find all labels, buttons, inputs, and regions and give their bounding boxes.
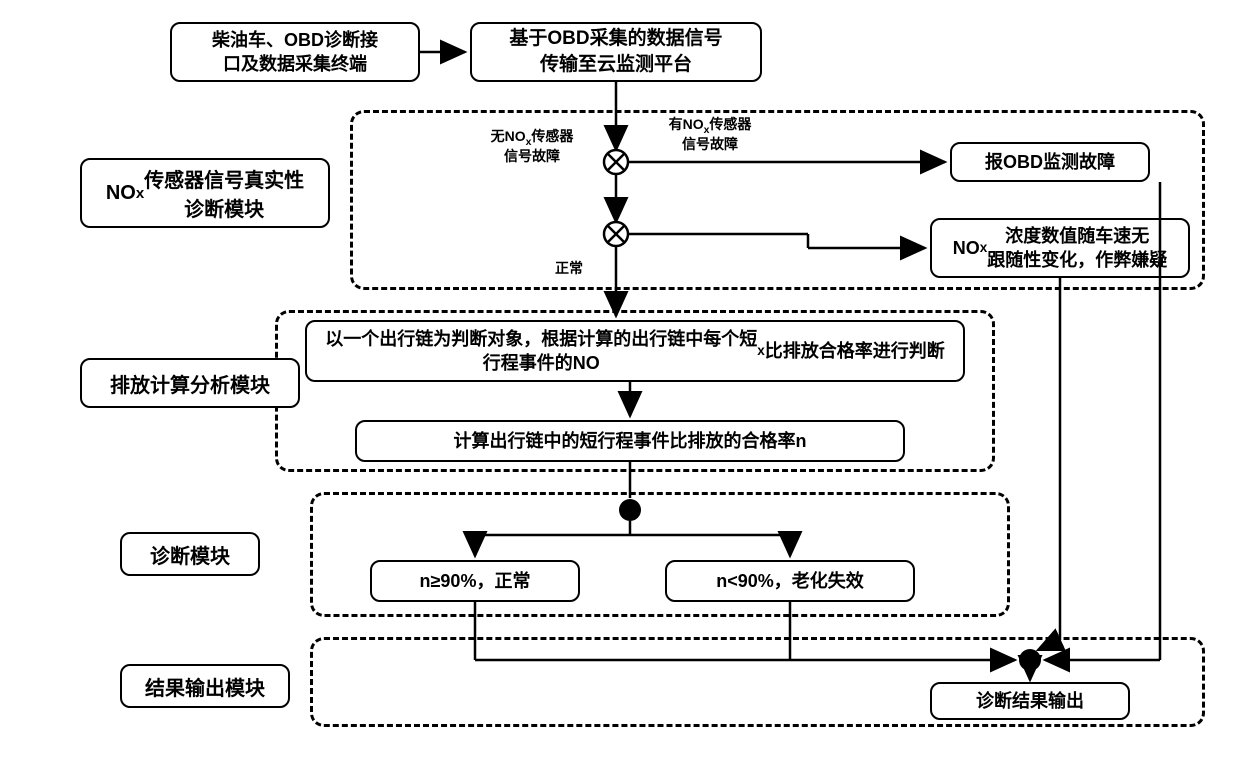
cloud-box: 基于OBD采集的数据信号传输至云监测平台 [470,22,762,82]
m2-step1: 以一个出行链为判断对象，根据计算的出行链中每个短行程事件的NOx比排放合格率进行… [305,320,965,382]
module3-label: 诊断模块 [120,532,260,576]
module1-label: NOx传感器信号真实性诊断模块 [80,158,330,228]
m3-pass: n≥90%，正常 [370,560,580,602]
m2-step2: 计算出行链中的短行程事件比排放的合格率n [355,420,905,462]
m3-fail: n<90%，老化失效 [665,560,915,602]
input-box: 柴油车、OBD诊断接口及数据采集终端 [170,22,420,82]
normal-text: 正常 [555,258,583,278]
cheat-box: NOx浓度数值随车速无跟随性变化，作弊嫌疑 [930,218,1190,278]
module4-label: 结果输出模块 [120,664,290,708]
has-fault-text: 有NOx传感器信号故障 [650,116,770,153]
output-box: 诊断结果输出 [930,682,1130,720]
obd-fault-box: 报OBD监测故障 [950,142,1150,182]
module2-label: 排放计算分析模块 [80,358,300,408]
no-fault-text: 无NOx传感器信号故障 [472,128,592,165]
